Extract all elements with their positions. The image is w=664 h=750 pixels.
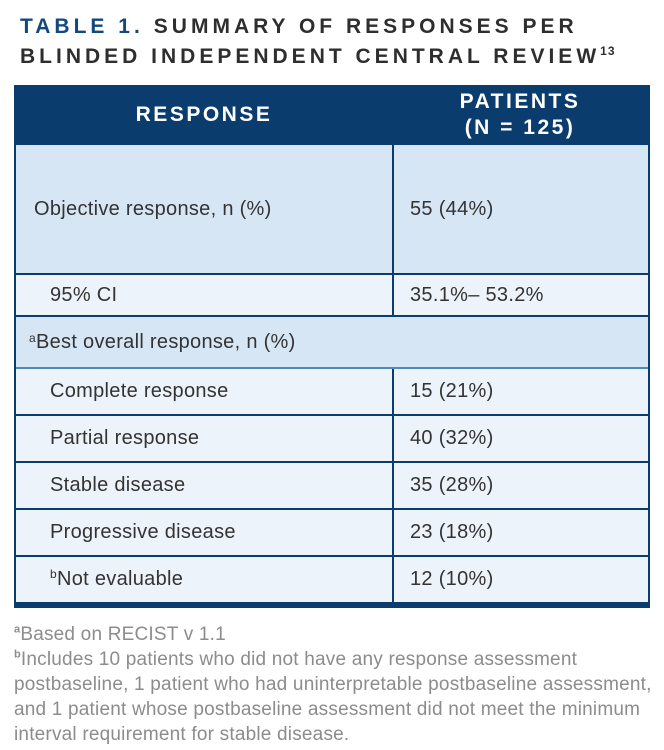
header-response-column: RESPONSE <box>135 103 273 126</box>
table-row: Objective response, n (%) 55 (44%) <box>16 145 648 273</box>
table-row: Partial response 40 (32%) <box>16 414 648 461</box>
row-value: 12 (10%) <box>392 557 648 602</box>
row-value: 35 (28%) <box>392 463 648 508</box>
header-patients-line1: PATIENTS <box>459 89 581 113</box>
footnote-b-marker: b <box>14 648 21 661</box>
table-header-row: RESPONSE PATIENTS (N = 125) <box>16 85 648 145</box>
footnote-a-marker: a <box>14 623 21 636</box>
header-patients-column: PATIENTS (N = 125) <box>392 85 648 145</box>
table-row: 95% CI 35.1%– 53.2% <box>16 273 648 315</box>
row-value: 40 (32%) <box>392 416 648 461</box>
table-title-line2: BLINDED INDEPENDENT CENTRAL REVIEW <box>20 45 601 69</box>
row-label: Complete response <box>50 380 229 402</box>
footnote-a-text: Based on RECIST v 1.1 <box>20 624 226 645</box>
row-label: a Best overall response, n (%) <box>16 317 648 367</box>
row-value: 55 (44%) <box>392 145 648 273</box>
table-row: Progressive disease 23 (18%) <box>16 508 648 555</box>
footnote-marker-b: b <box>50 567 57 581</box>
table-section-row: a Best overall response, n (%) <box>16 315 648 367</box>
footnote-a: aBased on RECIST v 1.1 <box>14 622 652 647</box>
footnote-marker-a: a <box>29 331 36 345</box>
row-label: 95% CI <box>50 283 118 306</box>
title-reference-superscript: 13 <box>600 44 616 59</box>
row-label: Stable disease <box>50 474 186 496</box>
table-row: Stable disease 35 (28%) <box>16 461 648 508</box>
table-row: Complete response 15 (21%) <box>16 367 648 414</box>
row-label: Partial response <box>50 427 200 449</box>
row-label: Progressive disease <box>50 521 236 543</box>
row-label: b Not evaluable <box>16 557 392 602</box>
table-title-number: TABLE 1. <box>20 15 144 38</box>
row-value: 23 (18%) <box>392 510 648 555</box>
header-patients-line2: (N = 125) <box>464 116 576 139</box>
section-label-text: Best overall response, n (%) <box>35 330 296 353</box>
footnote-b-text: Includes 10 patients who did not have an… <box>14 649 652 746</box>
row-value: 15 (21%) <box>392 369 648 414</box>
footnote-b: bIncludes 10 patients who did not have a… <box>14 647 652 747</box>
table-title-line1: SUMMARY OF RESPONSES PER <box>153 15 578 38</box>
summary-table: RESPONSE PATIENTS (N = 125) Objective re… <box>14 85 650 608</box>
row-value: 35.1%– 53.2% <box>392 275 648 315</box>
table-row: b Not evaluable 12 (10%) <box>16 555 648 602</box>
footnotes: aBased on RECIST v 1.1 bIncludes 10 pati… <box>14 622 652 747</box>
row-label-text: Not evaluable <box>56 568 184 590</box>
table-title: TABLE 1. SUMMARY OF RESPONSES PER BLINDED… <box>20 12 650 73</box>
row-label: Objective response, n (%) <box>34 197 272 220</box>
